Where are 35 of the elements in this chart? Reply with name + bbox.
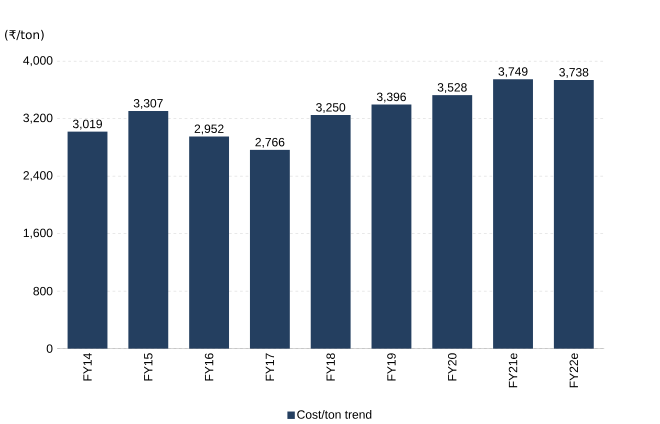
- y-tick-label: 0: [46, 344, 52, 353]
- y-tick-label: 3,200: [23, 114, 52, 124]
- data-label: 3,396: [376, 92, 406, 102]
- x-tick-label: FY17: [266, 353, 274, 380]
- data-label: 3,250: [316, 103, 346, 113]
- x-tick-label: FY14: [83, 353, 92, 380]
- x-tick-label: FY20: [448, 353, 456, 380]
- y-tick-label: 1,600: [24, 228, 52, 239]
- y-tick-label: 2,400: [23, 171, 52, 182]
- data-label: 2,952: [194, 124, 224, 134]
- y-tick-label: 800: [33, 286, 52, 296]
- bar: [310, 114, 351, 349]
- bar: [432, 94, 472, 349]
- bar: [189, 136, 230, 349]
- x-tick-label: FY18: [326, 353, 335, 380]
- x-tick-label: FY22e: [570, 353, 578, 388]
- legend-label: Cost/ton trend: [297, 410, 372, 419]
- data-label: 3,307: [134, 98, 163, 109]
- bar: [493, 79, 533, 349]
- bar: [128, 110, 168, 349]
- bar: [554, 80, 594, 349]
- y-axis-title: (₹/ton): [5, 30, 44, 41]
- data-label: 3,019: [72, 120, 102, 130]
- data-label: 2,766: [255, 138, 284, 148]
- data-label: 3,749: [498, 67, 528, 78]
- bar: [372, 104, 412, 349]
- x-tick-label: FY16: [204, 353, 214, 380]
- y-tick-label: 4,000: [23, 56, 52, 66]
- x-tick-label: FY15: [144, 353, 152, 380]
- x-tick-label: FY21e: [508, 353, 518, 388]
- data-label: 3,738: [559, 68, 588, 78]
- data-label: 3,528: [438, 83, 467, 93]
- x-tick-label: FY19: [387, 353, 396, 380]
- bar: [68, 132, 108, 349]
- bar: [250, 150, 290, 349]
